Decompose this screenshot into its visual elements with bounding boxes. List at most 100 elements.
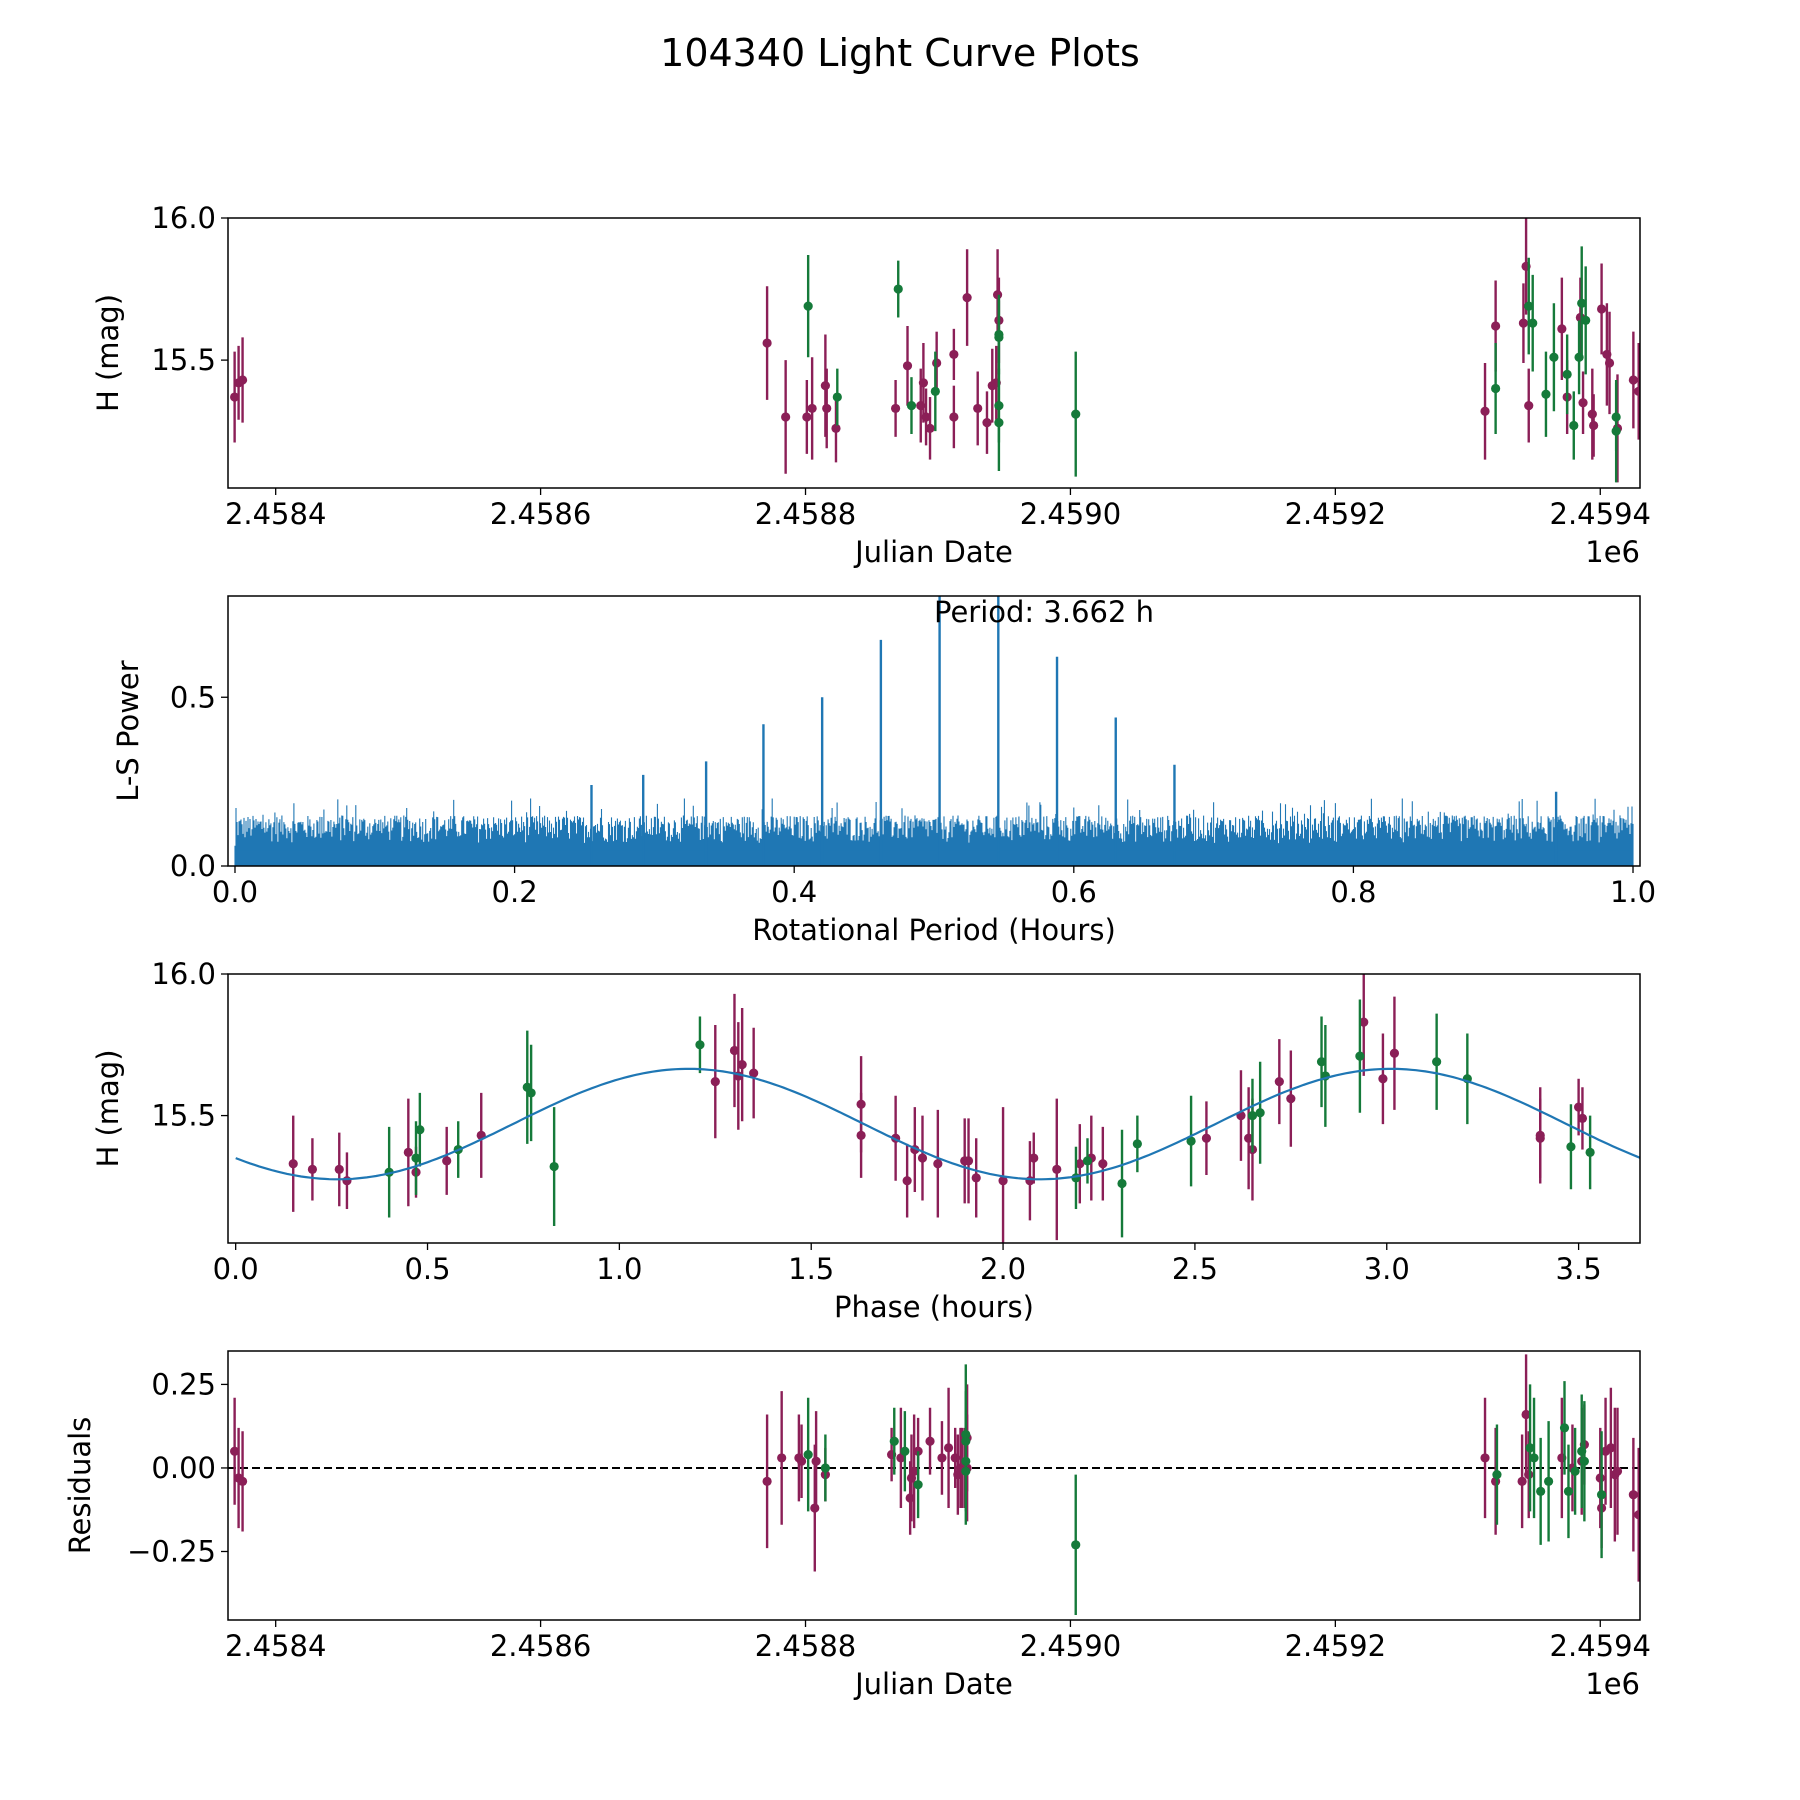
data-point bbox=[1524, 301, 1534, 311]
x-tick-label: 0.4 bbox=[771, 875, 817, 909]
data-point bbox=[1244, 1133, 1254, 1143]
data-point bbox=[902, 361, 913, 371]
data-point bbox=[949, 349, 959, 360]
data-point bbox=[1581, 315, 1591, 325]
data-point bbox=[1634, 386, 1640, 396]
data-point bbox=[937, 1453, 947, 1463]
data-point bbox=[549, 1161, 559, 1172]
panel-phased-light-curve: 0.0 0.5 1.0 1.5 2.0 2.5 3.0 3.5 15.5 16.0 Phase (h… bbox=[91, 957, 1641, 1324]
x-tick-label: 1.5 bbox=[788, 1252, 834, 1286]
data-point bbox=[933, 1159, 943, 1169]
y-tick-label: 16.0 bbox=[151, 957, 216, 991]
data-point bbox=[994, 332, 1004, 342]
x-tick-label: 2.4588 bbox=[755, 497, 856, 531]
data-point bbox=[777, 1453, 787, 1463]
data-point bbox=[1355, 1051, 1365, 1061]
data-point bbox=[1517, 1476, 1527, 1486]
data-layer bbox=[235, 974, 1640, 1243]
data-point bbox=[803, 1449, 813, 1460]
data-point bbox=[949, 412, 959, 422]
y-axis-label: H (mag) bbox=[91, 294, 125, 412]
data-point bbox=[1566, 1142, 1576, 1152]
data-layer bbox=[230, 1354, 1640, 1615]
data-point bbox=[1606, 1443, 1616, 1453]
data-point bbox=[230, 1446, 240, 1456]
x-tick-label: 2.4594 bbox=[1550, 1629, 1651, 1663]
data-point bbox=[1596, 304, 1607, 314]
data-point bbox=[1518, 318, 1529, 328]
x-tick-label: 2.5 bbox=[1172, 1252, 1218, 1286]
x-tick-label: 2.0 bbox=[980, 1252, 1026, 1286]
data-point bbox=[1634, 1510, 1640, 1520]
series-filter-2 bbox=[384, 999, 1595, 1238]
data-point bbox=[762, 1476, 772, 1486]
axes-frame bbox=[227, 595, 1641, 867]
data-point bbox=[822, 403, 832, 414]
data-point bbox=[1562, 369, 1572, 379]
data-point bbox=[1071, 1540, 1081, 1550]
x-tick-label: 2.4592 bbox=[1285, 497, 1386, 531]
x-tick-label: 2.4590 bbox=[1020, 497, 1121, 531]
x-offset-label: 1e6 bbox=[1585, 1667, 1640, 1701]
data-point bbox=[288, 1159, 298, 1169]
data-point bbox=[1052, 1164, 1062, 1174]
data-point bbox=[1521, 1409, 1531, 1420]
x-tick-label: 2.4590 bbox=[1020, 1629, 1121, 1663]
data-point bbox=[820, 381, 830, 391]
data-point bbox=[856, 1130, 866, 1140]
data-point bbox=[909, 1466, 919, 1476]
data-point bbox=[1559, 1423, 1570, 1433]
y-tick-label: 15.5 bbox=[151, 343, 216, 377]
x-tick-label: 2.4588 bbox=[755, 1629, 856, 1663]
y-tick-label: 0.5 bbox=[170, 680, 216, 714]
data-point bbox=[832, 392, 842, 402]
y-axis-label: H (mag) bbox=[91, 1049, 125, 1167]
data-point bbox=[1612, 1466, 1623, 1476]
panel-residuals: 2.4584 2.4586 2.4588 2.4590 2.4592 2.4594 −0.2… bbox=[63, 1350, 1651, 1701]
data-point bbox=[1075, 1159, 1085, 1169]
data-point bbox=[820, 1463, 830, 1473]
data-point bbox=[811, 1456, 821, 1466]
data-point bbox=[831, 423, 841, 433]
data-point bbox=[998, 1176, 1008, 1186]
data-point bbox=[1117, 1178, 1127, 1189]
data-point bbox=[906, 400, 917, 411]
data-point bbox=[729, 1045, 740, 1056]
data-point bbox=[1201, 1133, 1212, 1143]
periodogram-layer bbox=[234, 596, 1634, 866]
data-point bbox=[1536, 1486, 1546, 1496]
data-point bbox=[710, 1077, 720, 1087]
y-tick-label: 15.5 bbox=[151, 1099, 216, 1133]
data-point bbox=[762, 338, 772, 348]
data-point bbox=[896, 1453, 906, 1463]
y-axis-label: L-S Power bbox=[111, 660, 145, 801]
period-annotation: Period: 3.662 h bbox=[934, 595, 1154, 629]
series-filter-1 bbox=[288, 974, 1588, 1243]
data-point bbox=[1549, 352, 1559, 362]
data-point bbox=[334, 1164, 344, 1174]
data-point bbox=[994, 418, 1004, 428]
data-point bbox=[526, 1088, 536, 1098]
x-tick-label: 0.0 bbox=[213, 1252, 259, 1286]
data-point bbox=[943, 1443, 954, 1453]
data-point bbox=[925, 423, 935, 433]
data-layer bbox=[230, 218, 1640, 483]
data-point bbox=[913, 1480, 923, 1490]
data-point bbox=[1541, 389, 1551, 399]
x-offset-label: 1e6 bbox=[1585, 535, 1640, 569]
panel-periodogram: 0.0 0.2 0.4 0.6 0.8 1.0 0.0 0.5 Rotational Perio… bbox=[111, 595, 1656, 947]
data-point bbox=[973, 403, 983, 414]
data-point bbox=[1570, 1466, 1580, 1476]
data-point bbox=[932, 358, 942, 368]
x-tick-label: 2.4586 bbox=[490, 1629, 591, 1663]
x-tick-label: 0.6 bbox=[1051, 875, 1097, 909]
periodogram-floor bbox=[234, 850, 1634, 866]
data-point bbox=[1628, 375, 1638, 385]
data-point bbox=[1595, 1473, 1605, 1483]
data-point bbox=[1528, 318, 1538, 328]
data-point bbox=[781, 412, 791, 422]
x-tick-label: 0.2 bbox=[492, 875, 538, 909]
data-point bbox=[1491, 383, 1501, 394]
x-axis-label: Rotational Period (Hours) bbox=[752, 913, 1116, 947]
x-tick-label: 0.8 bbox=[1330, 875, 1376, 909]
